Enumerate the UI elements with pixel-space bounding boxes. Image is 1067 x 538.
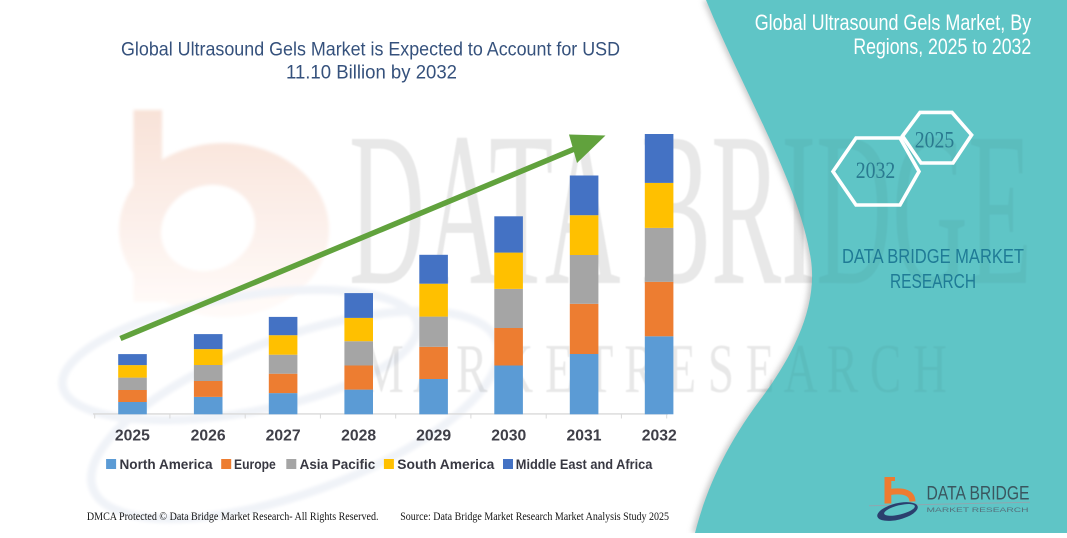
svg-text:RESEARCH: RESEARCH bbox=[890, 270, 976, 293]
svg-text:DATA BRIDGE MARKET: DATA BRIDGE MARKET bbox=[842, 245, 1024, 268]
svg-text:Regions, 2025 to 2032: Regions, 2025 to 2032 bbox=[853, 34, 1031, 59]
svg-text:Asia Pacific: Asia Pacific bbox=[300, 457, 376, 472]
svg-text:Europe: Europe bbox=[234, 457, 276, 472]
svg-text:2028: 2028 bbox=[341, 428, 376, 445]
svg-text:2025: 2025 bbox=[115, 428, 150, 445]
svg-text:11.10 Billion by 2032: 11.10 Billion by 2032 bbox=[286, 63, 457, 84]
svg-text:2032: 2032 bbox=[856, 158, 896, 184]
svg-text:DATA BRIDGE: DATA BRIDGE bbox=[927, 484, 1030, 505]
svg-text:MARKET RESEARCH: MARKET RESEARCH bbox=[927, 507, 1029, 514]
svg-text:2026: 2026 bbox=[191, 428, 226, 445]
svg-text:2032: 2032 bbox=[642, 428, 677, 445]
svg-text:Global Ultrasound Gels Market: Global Ultrasound Gels Market is Expecte… bbox=[121, 40, 620, 61]
svg-text:North America: North America bbox=[120, 457, 213, 472]
svg-text:DMCA Protected © Data Bridge M: DMCA Protected © Data Bridge Market Rese… bbox=[87, 511, 379, 523]
svg-text:South America: South America bbox=[397, 457, 494, 472]
svg-text:Middle East and Africa: Middle East and Africa bbox=[516, 457, 653, 472]
svg-text:DATA BRIDGE: DATA BRIDGE bbox=[349, 87, 1032, 331]
svg-text:2027: 2027 bbox=[266, 428, 301, 445]
svg-text:Global Ultrasound Gels Market,: Global Ultrasound Gels Market, By bbox=[755, 10, 1031, 35]
svg-text:2029: 2029 bbox=[416, 428, 451, 445]
svg-text:2031: 2031 bbox=[567, 428, 602, 445]
svg-text:2025: 2025 bbox=[915, 128, 955, 154]
svg-text:2030: 2030 bbox=[491, 428, 526, 445]
svg-text:Source: Data Bridge Market Res: Source: Data Bridge Market Research Mark… bbox=[400, 511, 669, 523]
